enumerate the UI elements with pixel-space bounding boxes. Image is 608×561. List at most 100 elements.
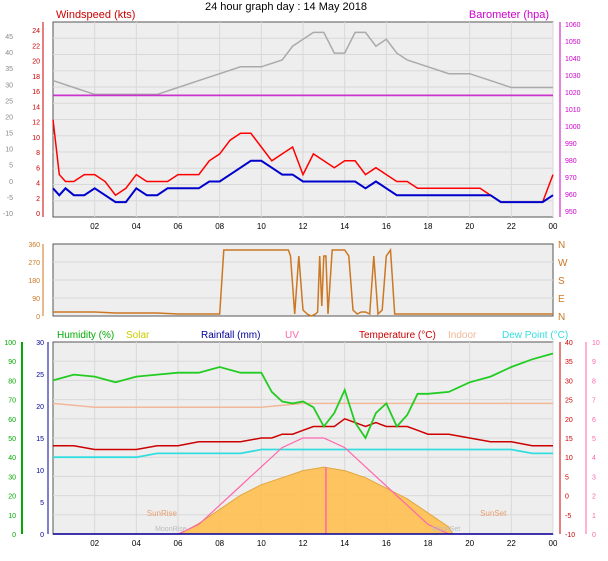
- outer-tick-label: 5: [9, 163, 13, 170]
- outer-tick-label: 35: [5, 66, 13, 73]
- uv-line: [53, 437, 553, 535]
- barometer-tick-label: 1040: [565, 56, 581, 63]
- uv-tick-label: 10: [592, 340, 600, 347]
- windspeed-axis-label: Windspeed (kts): [56, 9, 135, 21]
- humidity-tick-label: 20: [8, 494, 16, 501]
- outer-tick-label: 0: [9, 179, 13, 186]
- uv-tick-label: 4: [592, 455, 596, 462]
- direction-tick-label: 90: [32, 296, 40, 303]
- x-tick-label: 22: [507, 539, 516, 548]
- legend-item: Solar: [126, 330, 150, 341]
- x-tick-label: 00: [549, 222, 558, 231]
- rainfall-tick-label: 25: [36, 372, 44, 379]
- x-tick-label: 16: [382, 539, 391, 548]
- windspeed-tick-label: 8: [36, 150, 40, 157]
- humidity-line: [52, 352, 554, 440]
- rainfall-tick-label: 5: [40, 500, 44, 507]
- wind-axes: 02 04 06 08 10 12 14 16 18 20 22 002422201816141210…: [3, 22, 581, 231]
- direction-grid: [53, 261, 553, 299]
- humidity-tick-label: 100: [4, 340, 16, 347]
- temperature-tick-label: 5: [565, 474, 569, 481]
- x-tick-label: 04: [132, 539, 141, 548]
- humidity-tick-label: 40: [8, 455, 16, 462]
- humidity-tick-label: 80: [8, 378, 16, 385]
- wind-direction-line: [53, 247, 553, 317]
- rainfall-tick-label: 10: [36, 468, 44, 475]
- legend-item: Rainfall (mm): [201, 330, 260, 341]
- windspeed-tick-label: 10: [32, 135, 40, 142]
- moonset-label: MoonSet: [432, 526, 460, 533]
- windspeed-tick-label: 16: [32, 89, 40, 96]
- outer-tick-label: 15: [5, 131, 13, 138]
- x-tick-label: 20: [465, 539, 474, 548]
- humidity-tick-label: 60: [8, 417, 16, 424]
- windspeed-tick-label: 20: [32, 59, 40, 66]
- temperature-tick-label: 15: [565, 436, 573, 443]
- temperature-legend: Humidity (%) Solar Rainfall (mm) UV Temperat…: [57, 330, 568, 341]
- outer-tick-label: 10: [5, 147, 13, 154]
- legend-item: Dew Point (°C): [502, 330, 568, 341]
- wind-series: [52, 31, 554, 204]
- x-tick-label: 16: [382, 222, 391, 231]
- uv-tick-label: 9: [592, 359, 596, 366]
- uv-tick-label: 5: [592, 436, 596, 443]
- gust-line: [52, 31, 553, 96]
- x-tick-label: 18: [424, 539, 433, 548]
- windspeed-tick-label: 0: [36, 211, 40, 218]
- temperature-tick-label: -5: [565, 513, 571, 520]
- direction-tick-label: 270: [28, 260, 40, 267]
- x-tick-label: 18: [424, 222, 433, 231]
- wind-grid: [53, 22, 554, 217]
- wind-average-line: [52, 159, 554, 204]
- legend-item: Temperature (°C): [359, 330, 436, 341]
- barometer-tick-label: 1020: [565, 90, 581, 97]
- x-tick-label: 08: [215, 539, 224, 548]
- x-tick-label: 22: [507, 222, 516, 231]
- windspeed-tick-label: 4: [36, 181, 40, 188]
- temperature-tick-label: 20: [565, 417, 573, 424]
- temperature-tick-label: 0: [565, 494, 569, 501]
- x-tick-label: 20: [465, 222, 474, 231]
- x-tick-label: 14: [340, 539, 349, 548]
- sunrise-label: SunRise: [147, 509, 178, 518]
- compass-tick-label: E: [558, 294, 565, 305]
- temperature-tick-label: 35: [565, 359, 573, 366]
- x-tick-label: 06: [174, 539, 183, 548]
- outer-tick-label: 40: [5, 50, 13, 57]
- barometer-tick-label: 990: [565, 141, 577, 148]
- graph-title: 24 hour graph day : 14 May 2018: [205, 1, 367, 13]
- barometer-tick-label: 970: [565, 175, 577, 182]
- legend-item: Indoor: [448, 330, 477, 341]
- x-tick-label: 02: [90, 539, 99, 548]
- outer-tick-label: 20: [5, 114, 13, 121]
- direction-series: [53, 247, 553, 317]
- temperature-tick-label: -10: [565, 532, 575, 539]
- outer-tick-label: 30: [5, 82, 13, 89]
- x-tick-label: 10: [257, 222, 266, 231]
- legend-item: UV: [285, 330, 299, 341]
- x-tick-label: 12: [299, 222, 308, 231]
- humidity-tick-label: 70: [8, 398, 16, 405]
- temperature-series: SunRise SunSet MoonRise MoonSet: [52, 352, 554, 535]
- windspeed-tick-label: 14: [32, 104, 40, 111]
- x-tick-label: 04: [132, 222, 141, 231]
- uv-tick-label: 2: [592, 494, 596, 501]
- uv-tick-label: 3: [592, 474, 596, 481]
- uv-tick-label: 1: [592, 513, 596, 520]
- x-tick-label: 10: [257, 539, 266, 548]
- outer-tick-label: 25: [5, 98, 13, 105]
- humidity-tick-label: 50: [8, 436, 16, 443]
- temperature-tick-label: 10: [565, 455, 573, 462]
- direction-tick-label: 0: [36, 314, 40, 321]
- barometer-tick-label: 1010: [565, 107, 581, 114]
- windspeed-line: [52, 119, 554, 203]
- direction-tick-label: 360: [28, 242, 40, 249]
- outer-tick-label: -10: [3, 211, 13, 218]
- windspeed-tick-label: 2: [36, 196, 40, 203]
- windspeed-tick-label: 24: [32, 28, 40, 35]
- x-tick-label: 02: [90, 222, 99, 231]
- humidity-tick-label: 30: [8, 474, 16, 481]
- legend-item: Humidity (%): [57, 330, 114, 341]
